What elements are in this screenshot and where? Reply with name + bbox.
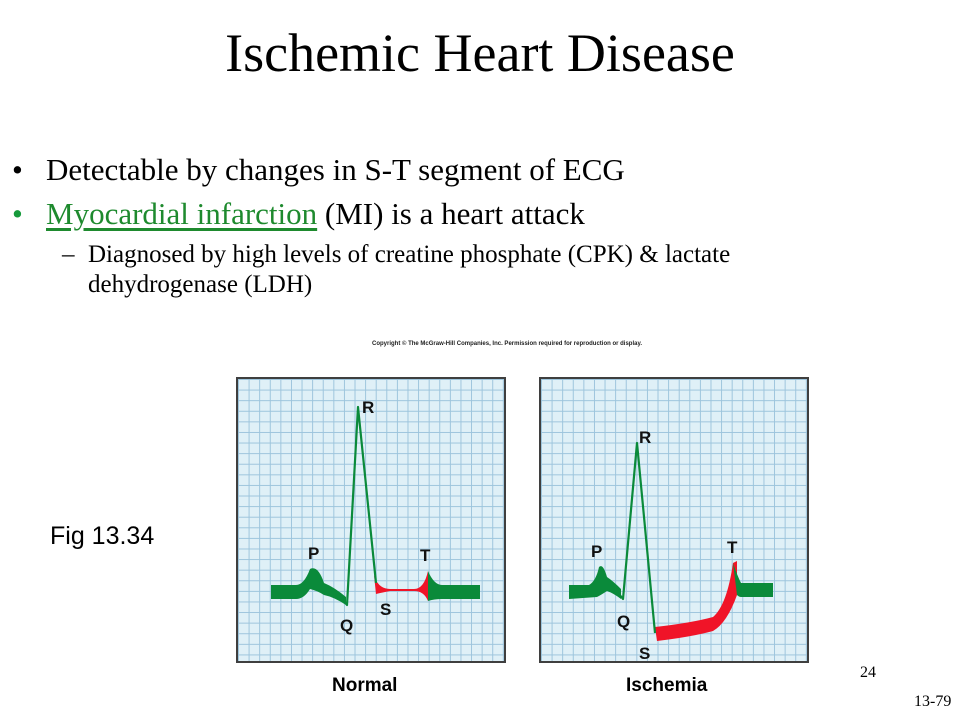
slide-title: Ischemic Heart Disease	[225, 23, 735, 83]
label-s-ischemia: S	[639, 644, 650, 663]
bullet-dot-icon: •	[12, 152, 23, 187]
label-r-ischemia: R	[639, 428, 651, 447]
sub-bullet-dash: –	[62, 241, 75, 268]
label-p-ischemia: P	[591, 542, 602, 561]
caption-normal: Normal	[332, 675, 398, 696]
ecg-normal-waveform: P Q R S T	[271, 398, 480, 635]
label-q-normal: Q	[340, 616, 353, 635]
t-wave-ischemia	[733, 563, 773, 597]
ecg-panel-normal: P Q R S T	[236, 377, 506, 663]
label-t-normal: T	[420, 546, 431, 565]
sub-bullet-line-1: Diagnosed by high levels of creatine pho…	[88, 241, 731, 268]
caption-ischemia: Ischemia	[626, 675, 708, 696]
myocardial-infarction-link[interactable]: Myocardial infarction	[46, 196, 318, 231]
t-wave-normal	[428, 571, 480, 601]
label-q-ischemia: Q	[617, 612, 630, 631]
bullet-item-st-segment: • Detectable by changes in S-T segment o…	[12, 148, 942, 192]
label-t-ischemia: T	[727, 538, 738, 557]
qrs-complex-normal	[343, 405, 378, 607]
st-segment-normal	[374, 571, 428, 601]
p-wave-ischemia	[569, 566, 621, 599]
figure-label: Fig 13.34	[50, 522, 155, 550]
bullet-dot-icon: •	[12, 196, 23, 231]
p-wave-normal	[271, 568, 346, 605]
bullet-text: Detectable by changes in S-T segment of …	[46, 152, 625, 187]
label-r-normal: R	[362, 398, 374, 417]
label-s-normal: S	[380, 600, 391, 619]
st-segment-ischemia	[655, 561, 737, 641]
bullet-list: • Detectable by changes in S-T segment o…	[12, 148, 942, 300]
copyright-notice: Copyright © The McGraw-Hill Companies, I…	[372, 341, 643, 347]
bullet-item-mi: • Myocardial infarction (MI) is a heart …	[12, 192, 942, 236]
page-number: 24	[860, 664, 876, 681]
label-p-normal: P	[308, 544, 319, 563]
slide-code: 13-79	[914, 693, 952, 710]
sub-bullet-line-2: dehydrogenase (LDH)	[88, 271, 313, 298]
qrs-complex-ischemia	[618, 441, 657, 634]
ecg-panel-ischemia: P Q R S T	[539, 377, 809, 663]
bullet-text: (MI) is a heart attack	[317, 196, 585, 231]
ecg-ischemia-waveform: P Q R S T	[569, 428, 773, 663]
sub-bullet-diagnosis: – Diagnosed by high levels of creatine p…	[12, 240, 942, 300]
